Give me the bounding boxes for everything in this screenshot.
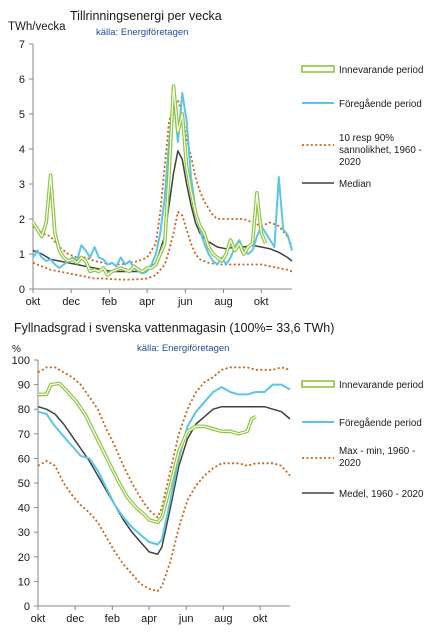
legend-swatch <box>301 380 335 388</box>
y-tick-label: 30 <box>18 527 30 539</box>
series-band-lower <box>37 460 291 593</box>
y-tick-label: 3 <box>19 179 25 191</box>
chart-2: Fyllnadsgrad i svenska vattenmagasin (10… <box>12 321 424 625</box>
y-tick-label: 0 <box>19 284 25 296</box>
legend-label-line: 10 resp 90% <box>339 133 394 144</box>
legend-item-previous: Föregående period <box>302 99 422 110</box>
x-tick-label: feb <box>102 296 117 308</box>
series-median <box>37 405 291 556</box>
y-tick-label: 6 <box>19 74 25 86</box>
x-tick-label: aug <box>214 296 232 308</box>
chart-source: källa: Energiföretagen <box>96 27 188 38</box>
legend-label: Max - min, 1960 -2020 <box>339 446 415 469</box>
chart-source: källa: Energiföretagen <box>137 343 229 354</box>
legend-item-median: Median <box>302 179 371 190</box>
y-tick-label: 7 <box>19 39 25 51</box>
series-band-lower <box>32 211 293 281</box>
legend-label: Medel, 1960 - 2020 <box>339 489 424 500</box>
x-tick-label: aug <box>214 613 232 625</box>
legend-label-line: Max - min, 1960 - <box>339 446 415 457</box>
x-tick-label: okt <box>254 296 269 308</box>
legend-item-band: Max - min, 1960 -2020 <box>302 446 415 469</box>
legend-label: Föregående period <box>339 99 422 110</box>
legend-item-band: 10 resp 90% sannolikhet, 1960 -2020 <box>302 133 422 168</box>
series-current-inner <box>32 85 267 276</box>
legend-item-current: Innevarande period <box>301 65 423 76</box>
series-current <box>31 84 268 277</box>
legend-item-previous: Föregående period <box>302 418 422 429</box>
x-tick-label: jun <box>177 296 193 308</box>
legend-label-line: 2020 <box>339 458 361 469</box>
x-tick-label: okt <box>31 613 46 625</box>
legend-label-line: sannolikhet, 1960 - <box>339 145 422 156</box>
y-tick-label: 5 <box>19 109 25 121</box>
legend-label: Innevarande period <box>339 380 423 391</box>
legend-item-median: Medel, 1960 - 2020 <box>302 489 424 500</box>
chart-title: Fyllnadsgrad i svenska vattenmagasin (10… <box>14 321 334 335</box>
x-tick-label: okt <box>253 613 268 625</box>
y-tick-label: 2 <box>19 214 25 226</box>
x-tick-label: feb <box>105 613 120 625</box>
y-tick-label: 100 <box>12 355 30 367</box>
legend-label: Innevarande period <box>339 65 423 76</box>
y-tick-label: 50 <box>18 478 30 490</box>
legend-label: Föregående period <box>339 418 422 429</box>
x-tick-label: jun <box>178 613 194 625</box>
series-median <box>32 150 293 273</box>
y-tick-label: 60 <box>18 453 30 465</box>
legend-swatch <box>301 65 335 73</box>
y-tick-label: 90 <box>18 380 30 392</box>
x-tick-label: apr <box>139 296 155 308</box>
y-tick-label: 20 <box>18 552 30 564</box>
y-tick-label: 40 <box>18 503 30 515</box>
y-tick-label: 1 <box>19 249 25 261</box>
chart-1: Tillrinningsenergi per vecka källa: Energ… <box>8 9 423 308</box>
series-current-inner <box>38 382 257 523</box>
x-tick-label: dec <box>66 613 84 625</box>
y-tick-label: 4 <box>19 144 25 156</box>
series-current <box>38 381 257 525</box>
y-axis-label: TWh/vecka <box>8 21 66 33</box>
legend-item-current: Innevarande period <box>301 380 423 391</box>
y-tick-label: 10 <box>18 576 30 588</box>
y-tick-label: 80 <box>18 404 30 416</box>
legend-label: 10 resp 90% sannolikhet, 1960 -2020 <box>339 133 422 168</box>
y-tick-label: 70 <box>18 429 30 441</box>
chart-title: Tillrinningsenergi per vecka <box>70 9 222 23</box>
x-tick-label: apr <box>141 613 157 625</box>
legend-label: Median <box>339 179 371 190</box>
y-tick-label: 0 <box>24 601 30 613</box>
series-band-upper <box>37 366 291 519</box>
legend-label-line: 2020 <box>339 157 361 168</box>
x-tick-label: okt <box>26 296 41 308</box>
x-tick-label: dec <box>62 296 80 308</box>
y-axis-label: % <box>12 344 21 355</box>
series-previous <box>37 383 291 546</box>
